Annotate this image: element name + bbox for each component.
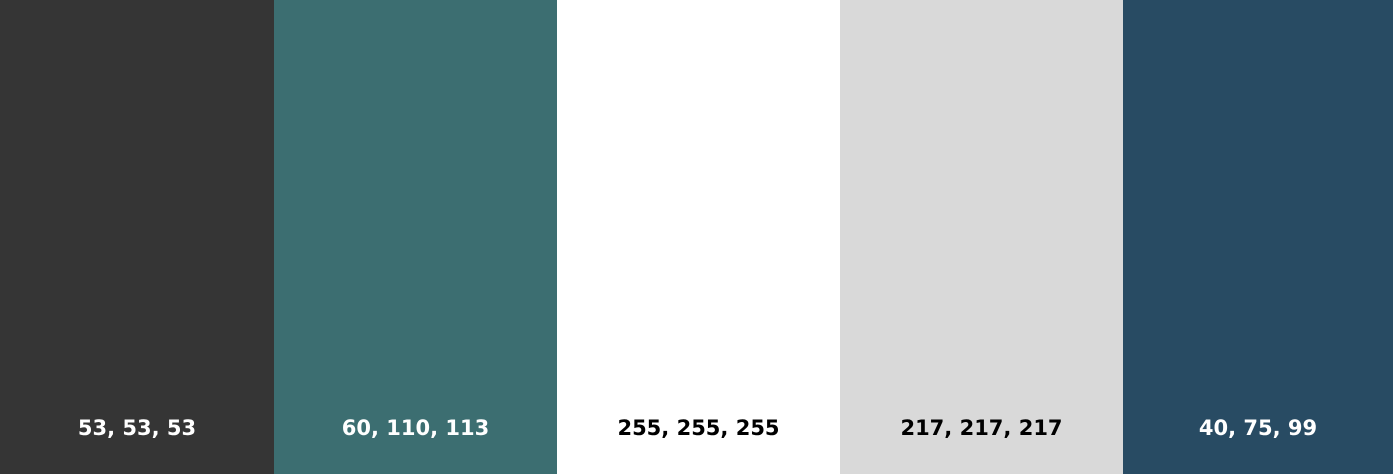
color-swatch-5[interactable]: 40, 75, 99 — [1123, 0, 1393, 474]
color-swatch-2[interactable]: 60, 110, 113 — [274, 0, 557, 474]
swatch-rgb-label: 217, 217, 217 — [900, 416, 1063, 440]
swatch-rgb-label: 53, 53, 53 — [77, 416, 197, 440]
color-swatch-1[interactable]: 53, 53, 53 — [0, 0, 274, 474]
swatch-rgb-label: 40, 75, 99 — [1198, 416, 1318, 440]
swatch-rgb-label: 255, 255, 255 — [617, 416, 780, 440]
swatch-rgb-label: 60, 110, 113 — [341, 416, 490, 440]
color-swatch-4[interactable]: 217, 217, 217 — [840, 0, 1123, 474]
color-swatch-3[interactable]: 255, 255, 255 — [557, 0, 840, 474]
